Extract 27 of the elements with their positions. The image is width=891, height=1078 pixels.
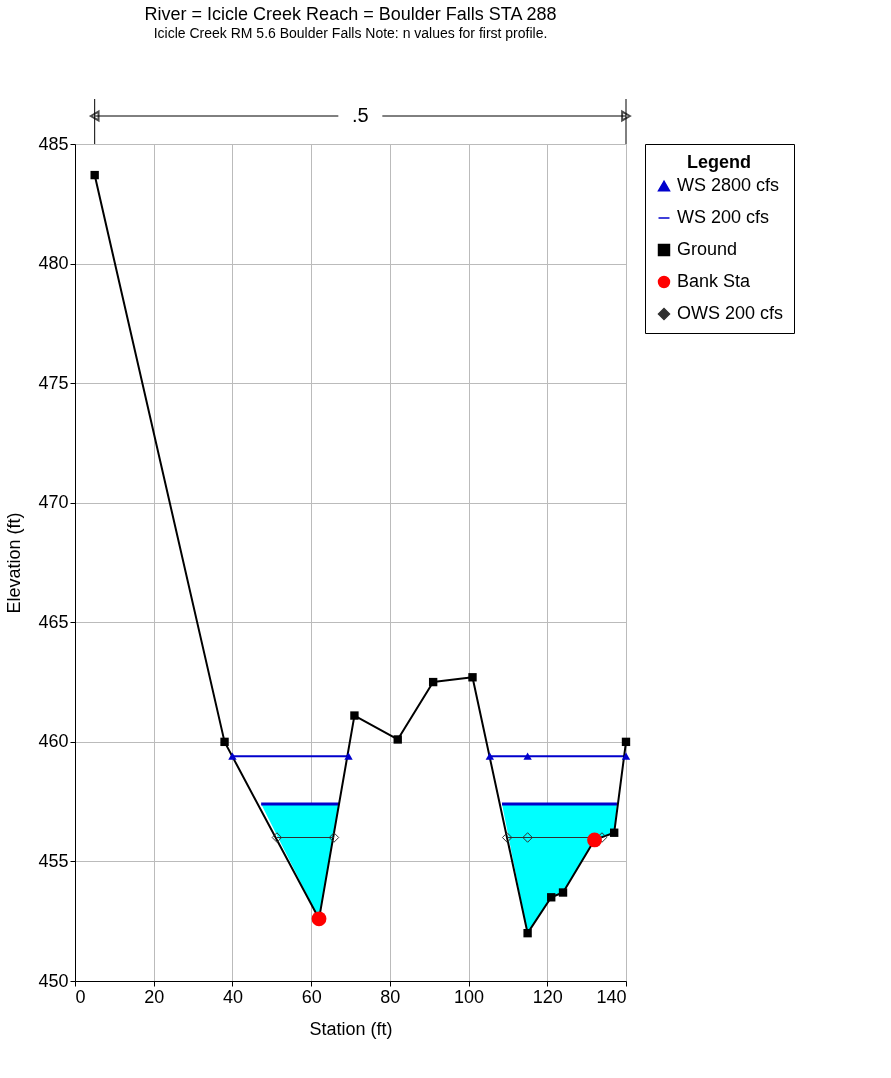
y-tick-label: 455	[38, 850, 69, 871]
chart-subtitle: Icicle Creek RM 5.6 Boulder Falls Note: n values for first profile.	[153, 24, 548, 41]
x-tick-label: 100	[454, 986, 485, 1007]
legend-label: WS 2800 cfs	[677, 175, 780, 195]
y-tick-label: 470	[38, 492, 69, 513]
legend-label: Ground	[677, 239, 738, 259]
x-tick-label: 120	[532, 986, 563, 1007]
y-tick-label: 480	[38, 253, 69, 274]
y-tick-label: 450	[38, 970, 69, 991]
x-tick-label: 80	[380, 986, 401, 1007]
x-tick-label: 140	[596, 986, 627, 1007]
legend-title: Legend	[686, 152, 752, 172]
chart-title: River = Icicle Creek Reach = Boulder Falls STA 288	[144, 3, 557, 24]
y-tick-label: 460	[38, 731, 69, 752]
legend-label: OWS 200 cfs	[677, 303, 784, 323]
y-tick-label: 485	[38, 133, 69, 154]
legend-label: Bank Sta	[677, 271, 752, 291]
x-tick-label: 20	[144, 986, 165, 1007]
y-tick-label: 475	[38, 372, 69, 393]
x-tick-label: 60	[301, 986, 322, 1007]
legend-label: WS 200 cfs	[677, 207, 770, 227]
y-axis-title: Elevation (ft)	[4, 512, 25, 614]
text: .5	[352, 104, 369, 126]
x-tick-label: 0	[75, 986, 86, 1007]
y-tick-label: 465	[38, 611, 69, 632]
x-axis-title: Station (ft)	[309, 1018, 393, 1039]
x-tick-label: 40	[222, 986, 243, 1007]
